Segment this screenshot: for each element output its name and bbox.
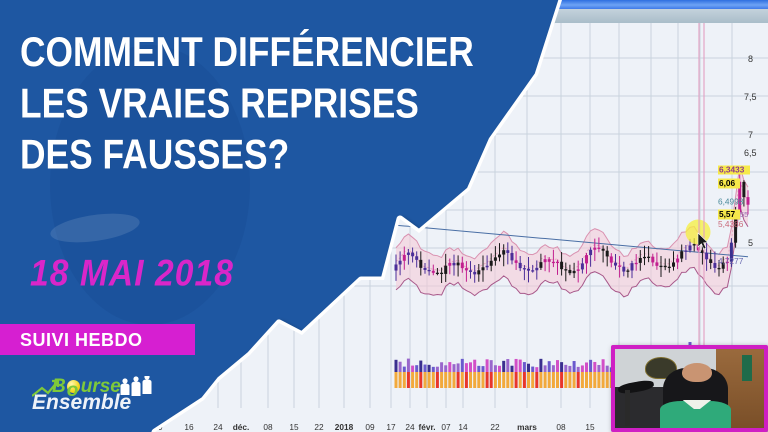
- svg-text:déc.: déc.: [233, 422, 250, 432]
- svg-text:mars: mars: [517, 422, 537, 432]
- svg-text:6,06: 6,06: [719, 178, 736, 188]
- svg-text:févr.: févr.: [418, 422, 435, 432]
- svg-text:5: 5: [748, 238, 753, 248]
- svg-text:15: 15: [289, 422, 299, 432]
- svg-text:15: 15: [585, 422, 595, 432]
- svg-text:7: 7: [748, 130, 753, 140]
- svg-text:22: 22: [314, 422, 324, 432]
- svg-text:8: 8: [748, 54, 753, 64]
- svg-text:6,3433: 6,3433: [719, 165, 745, 175]
- svg-text:2018: 2018: [335, 422, 354, 432]
- svg-text:17: 17: [386, 422, 396, 432]
- svg-text:09: 09: [365, 422, 375, 432]
- svg-text:55: 55: [740, 210, 748, 219]
- svg-text:07: 07: [441, 422, 451, 432]
- svg-text:08: 08: [556, 422, 566, 432]
- svg-text:7,5: 7,5: [744, 92, 757, 102]
- svg-text:16: 16: [184, 422, 194, 432]
- svg-text:6,4998: 6,4998: [718, 197, 744, 207]
- svg-text:08: 08: [263, 422, 273, 432]
- svg-text:14: 14: [458, 422, 468, 432]
- svg-text:24: 24: [213, 422, 223, 432]
- svg-text:24: 24: [405, 422, 415, 432]
- svg-text:6,5: 6,5: [744, 148, 757, 158]
- svg-text:22: 22: [490, 422, 500, 432]
- svg-text:4,7277: 4,7277: [718, 256, 744, 266]
- svg-text:5,4386: 5,4386: [718, 219, 744, 229]
- svg-text:5,57: 5,57: [719, 209, 736, 219]
